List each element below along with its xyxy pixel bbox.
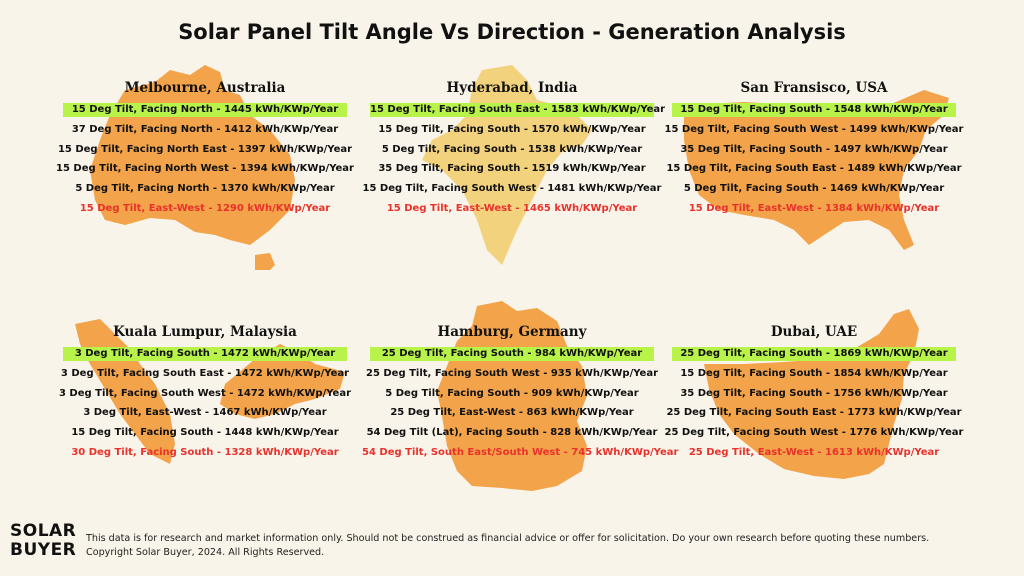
page-title: Solar Panel Tilt Angle Vs Direction - Ge… [178,20,846,44]
disclaimer-text: This data is for research and market inf… [86,533,930,544]
result-list: 15 Deg Tilt, Facing South - 1548 kWh/KWp… [664,103,964,222]
result-row: 54 Deg Tilt (Lat), Facing South - 828 kW… [366,427,658,439]
result-row: 25 Deg Tilt, Facing South East - 1773 kW… [666,407,962,419]
worst-result-row: 25 Deg Tilt, East-West - 1613 kWh/KWp/Ye… [688,446,940,458]
result-row: 15 Deg Tilt, Facing South East - 1489 kW… [666,163,962,175]
result-row: 35 Deg Tilt, Facing South - 1519 kWh/KWp… [378,163,646,175]
city-name: Melbourne, Australia [124,80,286,96]
result-row: 15 Deg Tilt, Facing North West - 1394 kW… [56,163,354,175]
result-row: 25 Deg Tilt, Facing South West - 935 kWh… [365,367,659,379]
result-row: 3 Deg Tilt, Facing South East - 1472 kWh… [60,367,350,379]
city-name: Dubai, UAE [770,324,858,340]
copyright-text: Copyright Solar Buyer, 2024. All Rights … [86,547,325,558]
result-row: 15 Deg Tilt, Facing North East - 1397 kW… [57,143,353,155]
best-result-row: 15 Deg Tilt, Facing South East - 1583 kW… [370,103,666,117]
worst-result-row: 15 Deg Tilt, East-West - 1384 kWh/KWp/Ye… [688,202,940,214]
solar-buyer-logo: SOLAR BUYER [10,521,77,560]
result-row: 5 Deg Tilt, Facing North - 1370 kWh/KWp/… [75,183,335,195]
result-list: 25 Deg Tilt, Facing South - 1869 kWh/KWp… [664,347,964,466]
best-result-row: 25 Deg Tilt, Facing South - 984 kWh/KWp/… [370,347,654,361]
panel-hamburg: Hamburg, Germany 25 Deg Tilt, Facing Sou… [362,296,679,506]
city-name: Hyderabad, India [446,80,578,96]
city-name: Kuala Lumpur, Malaysia [113,324,297,340]
result-row: 25 Deg Tilt, Facing South West - 1776 kW… [664,427,964,439]
result-row: 15 Deg Tilt, Facing South - 1854 kWh/KWp… [680,367,948,379]
panel-hyderabad: Hyderabad, India 15 Deg Tilt, Facing Sou… [362,60,666,270]
disclaimer: This data is for research and market inf… [86,532,986,560]
best-result-row: 25 Deg Tilt, Facing South - 1869 kWh/KWp… [672,347,956,361]
result-row: 5 Deg Tilt, Facing South - 1538 kWh/KWp/… [381,143,643,155]
logo-line: BUYER [10,540,77,560]
panel-dubai: Dubai, UAE 25 Deg Tilt, Facing South - 1… [664,304,964,514]
best-result-row: 15 Deg Tilt, Facing South - 1548 kWh/KWp… [672,103,956,117]
result-row: 3 Deg Tilt, East-West - 1467 kWh/KWp/Yea… [83,407,327,419]
city-name: San Fransisco, USA [740,80,888,96]
result-row: 35 Deg Tilt, Facing South - 1497 kWh/KWp… [680,143,948,155]
result-row: 15 Deg Tilt, Facing South - 1570 kWh/KWp… [378,123,646,135]
result-row: 15 Deg Tilt, Facing South West - 1481 kW… [362,183,662,195]
worst-result-row: 30 Deg Tilt, Facing South - 1328 kWh/KWp… [71,446,339,458]
result-list: 3 Deg Tilt, Facing South - 1472 kWh/KWp/… [55,347,355,466]
result-row: 37 Deg Tilt, Facing North - 1412 kWh/KWp… [71,123,339,135]
result-row: 5 Deg Tilt, Facing South - 1469 kWh/KWp/… [683,183,945,195]
result-row: 15 Deg Tilt, Facing South West - 1499 kW… [664,123,964,135]
city-name: Hamburg, Germany [437,324,587,340]
result-list: 25 Deg Tilt, Facing South - 984 kWh/KWp/… [362,347,679,466]
result-list: 15 Deg Tilt, Facing North - 1445 kWh/KWp… [55,103,355,222]
worst-result-row: 15 Deg Tilt, East-West - 1290 kWh/KWp/Ye… [79,202,331,214]
worst-result-row: 15 Deg Tilt, East-West - 1465 kWh/KWp/Ye… [386,202,638,214]
panel-melbourne: Melbourne, Australia 15 Deg Tilt, Facing… [55,60,355,270]
best-result-row: 15 Deg Tilt, Facing North - 1445 kWh/KWp… [63,103,347,117]
panel-kuala-lumpur: Kuala Lumpur, Malaysia 3 Deg Tilt, Facin… [55,304,355,514]
result-list: 15 Deg Tilt, Facing South East - 1583 kW… [362,103,666,222]
best-result-row: 3 Deg Tilt, Facing South - 1472 kWh/KWp/… [63,347,347,361]
logo-line: SOLAR [10,521,77,541]
usa-map-icon [684,90,949,250]
result-row: 5 Deg Tilt, Facing South - 909 kWh/KWp/Y… [385,387,639,399]
result-row: 15 Deg Tilt, Facing South - 1448 kWh/KWp… [71,427,339,439]
panel-san-francisco: San Fransisco, USA 15 Deg Tilt, Facing S… [664,60,964,270]
result-row: 35 Deg Tilt, Facing South - 1756 kWh/KWp… [680,387,948,399]
worst-result-row: 54 Deg Tilt, South East/South West - 745… [362,446,679,458]
result-row: 25 Deg Tilt, East-West - 863 kWh/KWp/Yea… [390,407,634,419]
result-row: 3 Deg Tilt, Facing South West - 1472 kWh… [58,387,352,399]
